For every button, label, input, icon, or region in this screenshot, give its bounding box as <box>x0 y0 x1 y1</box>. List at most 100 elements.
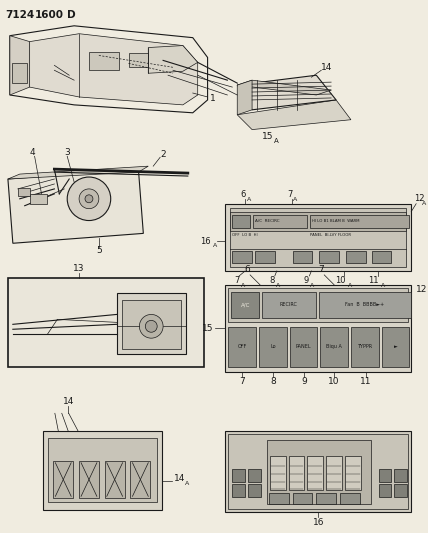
Text: 10: 10 <box>328 377 340 386</box>
Bar <box>319 292 411 318</box>
Bar <box>229 327 256 367</box>
Text: 1: 1 <box>210 94 215 103</box>
Polygon shape <box>237 100 351 130</box>
Polygon shape <box>8 169 143 243</box>
Bar <box>293 494 312 504</box>
Polygon shape <box>237 75 336 110</box>
Text: 7: 7 <box>318 265 324 274</box>
Circle shape <box>140 314 163 338</box>
Bar <box>131 461 150 498</box>
Bar <box>326 456 342 490</box>
Text: A: A <box>276 283 280 288</box>
Circle shape <box>85 195 93 203</box>
Bar <box>270 456 285 490</box>
Polygon shape <box>10 26 208 113</box>
Text: 6: 6 <box>244 265 250 274</box>
Polygon shape <box>237 80 252 115</box>
Text: 6: 6 <box>241 190 246 199</box>
Text: HI LO B1 BLAM B  WARM: HI LO B1 BLAM B WARM <box>312 219 360 223</box>
Text: 14: 14 <box>62 397 74 406</box>
Text: A: A <box>348 283 352 288</box>
Text: 11: 11 <box>369 276 379 285</box>
Text: 2: 2 <box>160 150 166 159</box>
Bar <box>18 188 30 196</box>
Bar <box>226 431 411 512</box>
Bar <box>230 208 406 267</box>
Text: 14: 14 <box>321 63 332 72</box>
Text: A: A <box>247 197 251 202</box>
Bar <box>232 469 245 481</box>
Text: OFF: OFF <box>238 344 247 349</box>
Bar <box>226 204 411 271</box>
Bar <box>290 327 317 367</box>
Bar <box>293 251 312 263</box>
Polygon shape <box>8 166 148 179</box>
Text: A: A <box>422 201 426 206</box>
Bar <box>262 292 316 318</box>
Bar <box>12 63 27 83</box>
Text: 4: 4 <box>30 148 36 157</box>
Bar <box>248 484 261 497</box>
Circle shape <box>146 320 157 332</box>
Text: Lo: Lo <box>270 344 276 349</box>
Bar <box>231 292 259 318</box>
Bar <box>48 438 157 502</box>
Text: 9: 9 <box>304 276 309 285</box>
Bar <box>267 440 371 504</box>
Text: A: A <box>274 139 279 144</box>
Text: 14: 14 <box>174 474 185 483</box>
Bar <box>54 461 73 498</box>
Bar <box>395 469 407 481</box>
Bar <box>248 469 261 481</box>
Text: 16: 16 <box>200 237 211 246</box>
Text: D: D <box>67 10 76 20</box>
Bar <box>346 251 366 263</box>
Bar <box>89 52 119 70</box>
Bar <box>379 484 392 497</box>
Text: 9: 9 <box>302 377 307 386</box>
Text: 8: 8 <box>269 276 274 285</box>
Bar <box>345 456 361 490</box>
Bar <box>232 484 245 497</box>
Bar <box>253 215 307 229</box>
Bar <box>259 327 287 367</box>
Text: TYPPR: TYPPR <box>357 344 372 349</box>
Bar <box>79 461 99 498</box>
Polygon shape <box>10 36 30 95</box>
Text: OFF  LO B  HI: OFF LO B HI <box>232 233 258 237</box>
Text: 12: 12 <box>414 195 425 203</box>
Text: A: A <box>214 243 217 248</box>
Bar <box>230 212 406 231</box>
Text: RECIRC: RECIRC <box>280 302 297 307</box>
Text: ►: ► <box>393 344 397 349</box>
Text: A: A <box>185 481 189 486</box>
Bar <box>226 285 411 372</box>
Bar <box>30 194 48 204</box>
Polygon shape <box>148 45 198 73</box>
Bar <box>117 293 186 354</box>
Bar <box>232 251 252 263</box>
Bar <box>307 456 323 490</box>
Text: 7124: 7124 <box>5 10 34 20</box>
Text: A/C  RECIRC: A/C RECIRC <box>255 219 279 223</box>
Bar <box>310 215 409 229</box>
Polygon shape <box>30 34 198 105</box>
Bar <box>395 484 407 497</box>
Text: 16: 16 <box>312 518 324 527</box>
Bar <box>351 327 379 367</box>
Text: 1600: 1600 <box>35 10 64 20</box>
Text: 7: 7 <box>235 276 240 285</box>
Bar <box>382 327 409 367</box>
Bar <box>229 434 408 509</box>
Bar <box>316 494 336 504</box>
Bar <box>122 300 181 349</box>
Text: 10: 10 <box>335 276 345 285</box>
Circle shape <box>67 177 111 221</box>
Text: Fan  B  BBBB►+: Fan B BBBB►+ <box>345 302 384 307</box>
Bar <box>372 251 392 263</box>
Bar <box>319 251 339 263</box>
Text: A/C: A/C <box>241 302 250 307</box>
Bar <box>105 461 125 498</box>
Bar <box>44 431 162 510</box>
Text: 5: 5 <box>96 246 102 255</box>
